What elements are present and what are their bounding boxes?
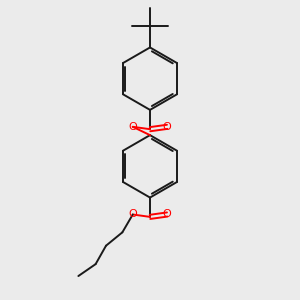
Text: O: O — [128, 209, 137, 220]
Text: O: O — [163, 122, 172, 132]
Text: O: O — [163, 209, 172, 220]
Text: O: O — [128, 122, 137, 132]
